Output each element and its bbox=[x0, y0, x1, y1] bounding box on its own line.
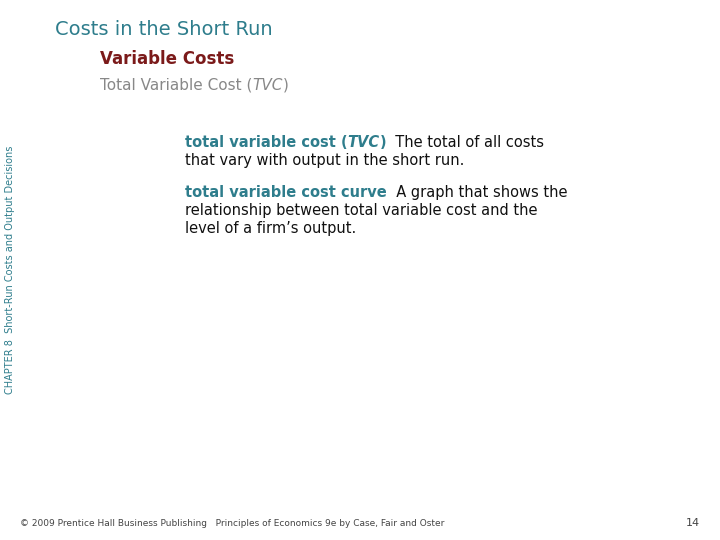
Text: total variable cost curve: total variable cost curve bbox=[185, 185, 387, 200]
Text: Costs in the Short Run: Costs in the Short Run bbox=[55, 20, 273, 39]
Text: Variable Costs: Variable Costs bbox=[100, 50, 234, 68]
Text: level of a firm’s output.: level of a firm’s output. bbox=[185, 221, 356, 236]
Text: 14: 14 bbox=[686, 518, 700, 528]
Text: Total Variable Cost (: Total Variable Cost ( bbox=[100, 78, 253, 93]
Text: ): ) bbox=[379, 135, 387, 150]
Text: A graph that shows the: A graph that shows the bbox=[387, 185, 567, 200]
Text: relationship between total variable cost and the: relationship between total variable cost… bbox=[185, 203, 538, 218]
Text: ): ) bbox=[283, 78, 289, 93]
Text: that vary with output in the short run.: that vary with output in the short run. bbox=[185, 153, 464, 168]
Text: CHAPTER 8  Short-Run Costs and Output Decisions: CHAPTER 8 Short-Run Costs and Output Dec… bbox=[5, 146, 15, 394]
Text: TVC: TVC bbox=[253, 78, 283, 93]
Text: TVC: TVC bbox=[348, 135, 379, 150]
Text: © 2009 Prentice Hall Business Publishing   Principles of Economics 9e by Case, F: © 2009 Prentice Hall Business Publishing… bbox=[20, 519, 444, 528]
Text: total variable cost (: total variable cost ( bbox=[185, 135, 348, 150]
Text: The total of all costs: The total of all costs bbox=[387, 135, 544, 150]
